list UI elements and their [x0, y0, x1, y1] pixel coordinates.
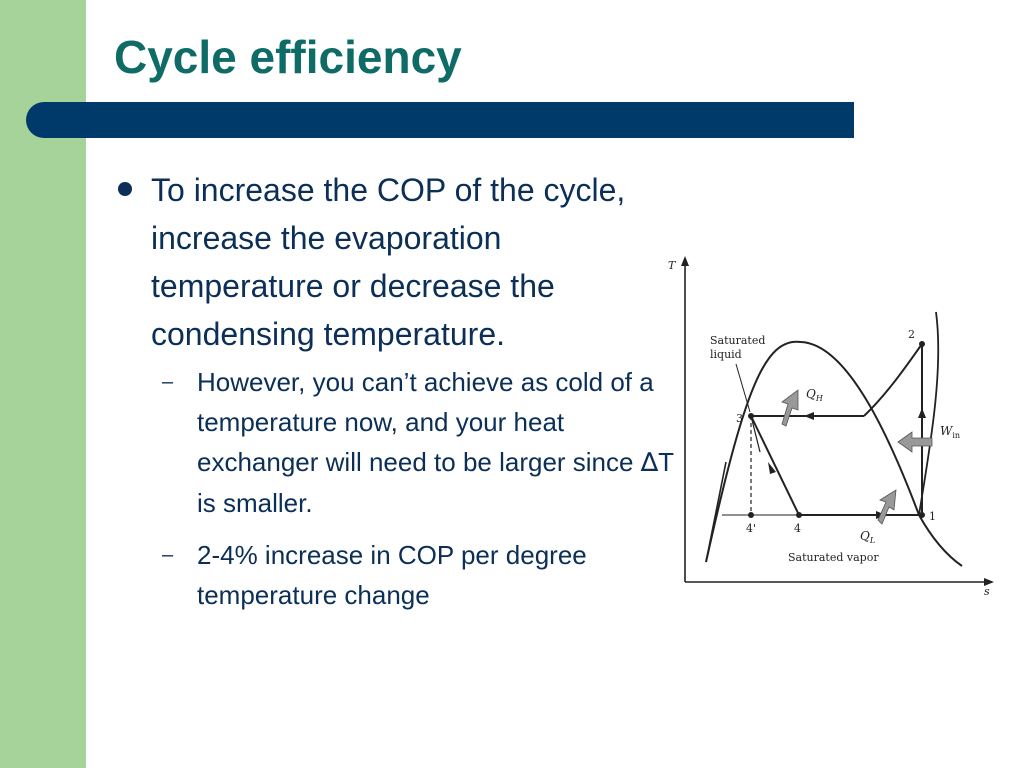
work-in-arrow-icon [897, 431, 933, 453]
dash-icon: – [162, 371, 174, 393]
bullet-dot-icon [118, 182, 132, 196]
heat-in-arrow-icon [877, 489, 897, 525]
label-qh-main: Q [806, 387, 816, 401]
label-qh-sub: H [815, 394, 824, 403]
liquid-line [705, 461, 727, 563]
arrow-condense-icon [804, 412, 814, 420]
state-point-1 [919, 512, 925, 518]
sub-bullet-text: 2-4% increase in COP per degree temperat… [197, 540, 587, 610]
label-win: Win [940, 424, 960, 440]
throttle-short [750, 415, 761, 453]
title-underline-bar [26, 102, 854, 138]
arrow-expand-icon [768, 462, 776, 474]
label-point-3: 3 [736, 412, 743, 425]
axis-label-t: T [668, 259, 677, 272]
label-ql-main: Q [860, 529, 870, 543]
dash-icon: – [162, 544, 174, 566]
ts-diagram: T s Saturated liquid Saturated vapor 1 2… [668, 256, 994, 598]
heat-out-arrow-icon [781, 389, 799, 427]
sub-bullet-list: – However, you can’t achieve as cold of … [114, 362, 674, 615]
state-point-2 [919, 341, 925, 347]
sub-bullet: – However, you can’t achieve as cold of … [114, 362, 674, 523]
state-point-4p [748, 512, 754, 518]
state-point-3 [748, 413, 754, 419]
main-bullet: To increase the COP of the cycle, increa… [114, 166, 674, 358]
x-axis-arrow-icon [984, 578, 994, 586]
axis-label-s: s [984, 585, 990, 598]
label-ql: QL [860, 529, 875, 545]
label-saturated-vapor: Saturated vapor [788, 551, 879, 564]
label-point-2: 2 [908, 328, 915, 341]
label-point-4p: 4' [746, 522, 756, 535]
main-bullet-text: To increase the COP of the cycle, increa… [151, 172, 626, 352]
delta-symbol: ∆ [640, 448, 659, 478]
label-point-1: 1 [929, 510, 936, 523]
liquid-pointer [735, 363, 751, 413]
label-win-sub: in [952, 431, 960, 440]
saturation-dome [705, 340, 963, 567]
sub-bullet-text-b: T is smaller. [197, 447, 674, 518]
slide-title: Cycle efficiency [114, 31, 462, 83]
label-saturated-liquid-1: Saturated [710, 334, 765, 347]
label-win-main: W [940, 424, 954, 438]
sub-bullet: – 2-4% increase in COP per degree temper… [114, 535, 674, 615]
sub-bullet-text-a: However, you can’t achieve as cold of a … [197, 367, 654, 477]
state-point-4 [796, 512, 802, 518]
slide-content: To increase the COP of the cycle, increa… [114, 166, 674, 627]
label-qh: QH [806, 387, 824, 403]
y-axis-arrow-icon [681, 256, 689, 266]
label-ql-sub: L [869, 536, 875, 545]
label-point-4: 4 [794, 522, 801, 535]
arrow-compress-icon [918, 408, 926, 418]
diagram-axes [684, 260, 992, 583]
label-saturated-liquid-2: liquid [710, 348, 742, 361]
